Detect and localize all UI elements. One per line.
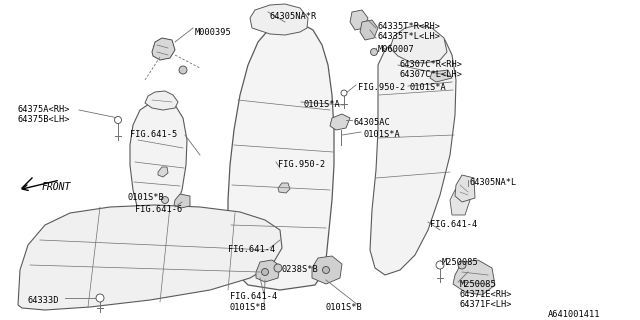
Text: M250085: M250085 bbox=[460, 280, 497, 289]
Text: 64305NA*L: 64305NA*L bbox=[470, 178, 517, 187]
Text: 64305NA*R: 64305NA*R bbox=[270, 12, 317, 21]
Polygon shape bbox=[158, 167, 168, 177]
Circle shape bbox=[96, 294, 104, 302]
Text: FIG.641-4: FIG.641-4 bbox=[228, 245, 275, 254]
Text: FIG.641-6: FIG.641-6 bbox=[135, 205, 182, 214]
Circle shape bbox=[179, 66, 187, 74]
Circle shape bbox=[458, 261, 466, 269]
Text: FIG.641-4: FIG.641-4 bbox=[230, 292, 277, 301]
Text: 64375B<LH>: 64375B<LH> bbox=[18, 115, 70, 124]
Text: FIG.641-4: FIG.641-4 bbox=[430, 220, 477, 229]
Text: 64307C*L<LH>: 64307C*L<LH> bbox=[400, 70, 463, 79]
Text: M250085: M250085 bbox=[442, 258, 479, 267]
Text: FIG.950-2: FIG.950-2 bbox=[358, 83, 405, 92]
Polygon shape bbox=[453, 260, 495, 295]
Polygon shape bbox=[152, 38, 175, 60]
Circle shape bbox=[274, 264, 282, 272]
Polygon shape bbox=[350, 10, 368, 30]
Polygon shape bbox=[360, 20, 378, 40]
Polygon shape bbox=[18, 205, 282, 310]
Polygon shape bbox=[250, 4, 308, 35]
Polygon shape bbox=[370, 32, 456, 275]
Circle shape bbox=[161, 196, 168, 204]
Polygon shape bbox=[430, 70, 452, 82]
Text: FIG.950-2: FIG.950-2 bbox=[278, 160, 325, 169]
Polygon shape bbox=[278, 183, 290, 193]
Polygon shape bbox=[256, 260, 280, 282]
Text: 0101S*A: 0101S*A bbox=[303, 100, 340, 109]
Text: M000395: M000395 bbox=[195, 28, 232, 37]
Text: A641001411: A641001411 bbox=[548, 310, 600, 319]
Text: M060007: M060007 bbox=[378, 45, 415, 54]
Polygon shape bbox=[174, 194, 190, 208]
Circle shape bbox=[371, 49, 378, 55]
Polygon shape bbox=[312, 256, 342, 284]
Polygon shape bbox=[145, 91, 178, 110]
Polygon shape bbox=[455, 175, 475, 202]
Text: 0101S*B: 0101S*B bbox=[325, 303, 362, 312]
Polygon shape bbox=[130, 100, 187, 230]
Text: 0101S*B: 0101S*B bbox=[128, 193, 164, 202]
Circle shape bbox=[323, 267, 330, 274]
Text: FIG.641-5: FIG.641-5 bbox=[130, 130, 177, 139]
Text: 64333D: 64333D bbox=[28, 296, 60, 305]
Text: 64375A<RH>: 64375A<RH> bbox=[18, 105, 70, 114]
Text: 64305AC: 64305AC bbox=[354, 118, 391, 127]
Polygon shape bbox=[330, 114, 350, 130]
Text: 64371F<LH>: 64371F<LH> bbox=[460, 300, 513, 309]
Circle shape bbox=[115, 116, 122, 124]
Text: 0101S*A: 0101S*A bbox=[363, 130, 400, 139]
Polygon shape bbox=[450, 190, 470, 215]
Text: 64307C*R<RH>: 64307C*R<RH> bbox=[400, 60, 463, 69]
Circle shape bbox=[262, 268, 269, 276]
Text: FRONT: FRONT bbox=[42, 182, 72, 192]
Polygon shape bbox=[390, 25, 447, 63]
Circle shape bbox=[436, 261, 444, 269]
Text: 64335T*R<RH>: 64335T*R<RH> bbox=[378, 22, 441, 31]
Circle shape bbox=[341, 90, 347, 96]
Text: 0101S*A: 0101S*A bbox=[410, 83, 447, 92]
Text: 0101S*B: 0101S*B bbox=[230, 303, 267, 312]
Polygon shape bbox=[228, 22, 334, 290]
Text: 64335T*L<LH>: 64335T*L<LH> bbox=[378, 32, 441, 41]
Text: 64371E<RH>: 64371E<RH> bbox=[460, 290, 513, 299]
Text: 0238S*B: 0238S*B bbox=[282, 265, 319, 274]
